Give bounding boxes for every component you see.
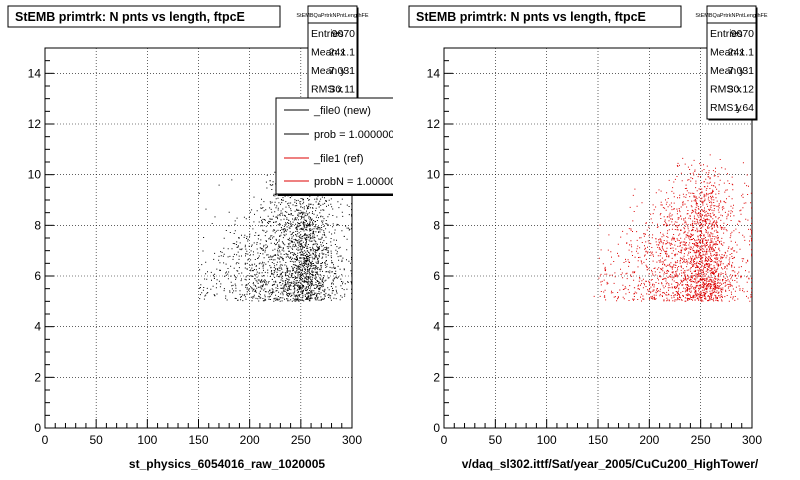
- x-axis-label: v/daq_sl302.ittf/Sat/year_2005/CuCu200_H…: [462, 457, 759, 471]
- legend-label: prob = 1.000000: [314, 129, 394, 141]
- x-tick-label: 250: [291, 433, 311, 447]
- y-tick-label: 4: [433, 320, 440, 334]
- stats-value: 241.1: [329, 47, 355, 59]
- stats-value: 9070: [731, 28, 755, 40]
- x-tick-label: 50: [89, 433, 103, 447]
- x-tick-label: 0: [441, 433, 448, 447]
- y-tick-label: 14: [427, 66, 441, 80]
- stats-label: RMS y: [710, 102, 742, 114]
- stats-value: 7.031: [329, 65, 355, 77]
- legend-label: _file0 (new): [313, 105, 371, 117]
- y-tick-label: 12: [28, 117, 42, 131]
- y-tick-label: 0: [433, 421, 440, 435]
- x-tick-label: 250: [691, 433, 711, 447]
- stats-label: Mean y: [311, 65, 346, 77]
- x-tick-label: 0: [42, 433, 49, 447]
- x-tick-label: 150: [188, 433, 208, 447]
- y-tick-label: 6: [433, 269, 440, 283]
- stats-box: [706, 5, 757, 120]
- stats-value: 30.11: [330, 84, 356, 96]
- y-tick-label: 6: [34, 269, 41, 283]
- stats-label: RMS x: [710, 84, 742, 96]
- y-tick-label: 8: [34, 218, 41, 232]
- stats-box: [307, 5, 358, 101]
- stats-value: 30.12: [728, 84, 754, 96]
- x-axis-label: st_physics_6054016_raw_1020005: [129, 457, 325, 471]
- stats-label: Mean x: [710, 47, 745, 59]
- legend: _file0 (new) prob = 1.000000 _file1 (ref) p…: [275, 97, 402, 196]
- y-tick-label: 10: [427, 168, 441, 182]
- stats-label: Entries: [710, 28, 743, 40]
- right-plot-panel: 0 50 100 150 200 250 300 0 2 4 6 8 10 12 14 v/daq_sl302…: [408, 5, 768, 471]
- x-tick-label: 100: [537, 433, 557, 447]
- y-tick-label: 12: [427, 117, 441, 131]
- y-tick-label: 4: [34, 320, 41, 334]
- x-tick-label: 50: [489, 433, 503, 447]
- x-tick-label: 200: [639, 433, 659, 447]
- y-tick-label: 0: [34, 421, 41, 435]
- stats-value: 241.1: [728, 47, 754, 59]
- y-tick-label: 10: [28, 168, 42, 182]
- stats-label: Mean x: [311, 47, 346, 59]
- chart-title: StEMB primtrk: N pnts vs length, ftpcE: [15, 10, 245, 24]
- y-tick-label: 8: [433, 218, 440, 232]
- stats-label: Entries: [311, 28, 344, 40]
- y-tick-label: 2: [433, 370, 440, 384]
- left-plot-panel: 0 50 100 150 200 250 300 0 2 4 6 8 10 12 14 st_physics_…: [7, 5, 402, 471]
- x-tick-label: 150: [588, 433, 608, 447]
- legend-label: probN = 1.000000: [314, 176, 402, 188]
- stats-label: RMS x: [311, 84, 343, 96]
- y-tick-label: 14: [28, 66, 42, 80]
- x-tick-label: 200: [240, 433, 260, 447]
- legend-label: _file1 (ref): [313, 153, 364, 165]
- legend-box: [275, 97, 393, 195]
- title-box: [7, 5, 281, 28]
- stats-value: 9070: [332, 28, 356, 40]
- y-tick-label: 2: [34, 370, 41, 384]
- x-tick-label: 100: [137, 433, 157, 447]
- x-tick-label: 300: [742, 433, 762, 447]
- chart-title: StEMB primtrk: N pnts vs length, ftpcE: [416, 10, 646, 24]
- stats-name: StEMBQaPrtrkNPntLengthFE: [695, 13, 767, 19]
- stats-name: StEMBQaPrtrkNPntLengthFE: [296, 13, 368, 19]
- stats-label: Mean y: [710, 65, 745, 77]
- stats-value: 1.64: [734, 102, 755, 114]
- stats-value: 7.031: [728, 65, 754, 77]
- title-box: [408, 5, 682, 28]
- x-tick-label: 300: [342, 433, 362, 447]
- scatter-points: [593, 154, 752, 302]
